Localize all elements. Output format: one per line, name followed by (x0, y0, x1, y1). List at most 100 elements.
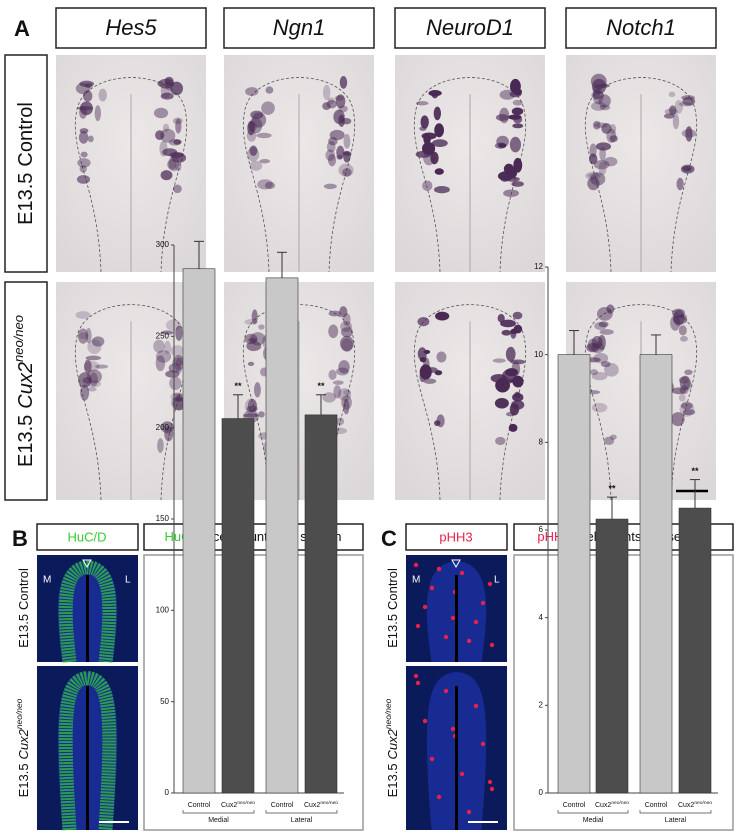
stain (668, 91, 676, 98)
stain (593, 159, 610, 170)
signal-cell (487, 779, 493, 785)
stain (98, 88, 107, 102)
y-tick-label: 8 (539, 437, 544, 446)
stain (497, 314, 505, 323)
stain (168, 363, 182, 373)
row-prefix: E13.5 (16, 763, 31, 797)
stain (155, 130, 165, 141)
stain (77, 328, 89, 344)
stain (160, 92, 174, 100)
stain (322, 84, 331, 101)
stain (338, 163, 354, 177)
stain (249, 160, 263, 171)
stain (265, 86, 274, 94)
stain (676, 177, 684, 191)
stain (512, 123, 524, 129)
stain (325, 149, 336, 161)
stain (503, 189, 519, 197)
stain (336, 145, 345, 160)
category: Control (188, 802, 211, 809)
signal (58, 670, 117, 831)
stain-header (36, 523, 139, 551)
y-tick-label: 100 (156, 605, 170, 614)
signal-cell (436, 794, 442, 800)
stain (417, 347, 427, 361)
error-bar (316, 394, 326, 415)
stain (328, 310, 342, 317)
stain (597, 334, 606, 351)
row-label: E13.5 Cux2neo/neo (11, 315, 37, 467)
bar (182, 268, 216, 794)
section-outline (584, 77, 698, 273)
group-label: Lateral (291, 817, 313, 824)
stain (258, 411, 265, 418)
group-label: Lateral (665, 817, 687, 824)
stain (494, 142, 507, 149)
stain (86, 387, 97, 392)
stain (678, 376, 690, 384)
row-label: E13.5 Cux2neo/neo (14, 698, 31, 797)
category: Cux2 (304, 802, 320, 809)
signal-cell (459, 570, 465, 576)
signal-cell (415, 680, 421, 686)
stain (336, 417, 345, 426)
stain (170, 345, 185, 357)
stain (261, 101, 275, 115)
error-bar (690, 479, 700, 509)
bar (557, 354, 591, 794)
stain (80, 384, 90, 401)
stain (247, 361, 255, 367)
stain (500, 319, 516, 328)
stain (339, 75, 348, 89)
stain (256, 132, 272, 139)
panel-letter: A (14, 16, 30, 41)
gene-label: Notch1 (606, 15, 676, 40)
stain (494, 397, 509, 409)
stain (423, 133, 431, 145)
category: Cux2 (595, 802, 611, 809)
stain (336, 154, 343, 160)
stain (172, 396, 186, 411)
gene-label: Ngn1 (273, 15, 326, 40)
row-prefix: E13.5 (385, 614, 400, 648)
stain (610, 434, 617, 440)
stain (155, 350, 172, 363)
image-label: M (43, 575, 51, 586)
stain (249, 117, 263, 134)
y-tick-label: 50 (160, 697, 169, 706)
stain (509, 136, 522, 153)
stain (80, 151, 88, 158)
bar (639, 354, 673, 794)
stain (175, 393, 183, 403)
row-label: E13.5 Control (385, 568, 400, 648)
stain (323, 183, 337, 190)
stain (423, 349, 431, 355)
signal-cell (466, 638, 472, 644)
y-tick-label: 150 (156, 514, 170, 523)
stain (175, 325, 183, 341)
signal-cell (415, 623, 421, 629)
gene-header (55, 7, 207, 49)
stain (343, 389, 351, 395)
stain (604, 362, 619, 377)
stain (251, 309, 258, 325)
stain (253, 382, 261, 398)
stain (322, 392, 336, 403)
bar (304, 414, 338, 794)
y-tick-label: 2 (539, 700, 544, 709)
stain (173, 354, 185, 366)
stain (171, 152, 187, 163)
stain (83, 361, 100, 372)
stain (430, 151, 439, 165)
section-outline (74, 77, 188, 273)
y-tick-label: 4 (539, 613, 544, 622)
signal-cell (473, 703, 479, 709)
error-bar (194, 240, 204, 269)
stain (680, 402, 693, 410)
stain (170, 392, 182, 401)
row-name: Control (15, 102, 37, 166)
stain (586, 343, 600, 353)
stain (604, 436, 615, 445)
stain (333, 385, 342, 399)
signal-cell (443, 634, 449, 640)
